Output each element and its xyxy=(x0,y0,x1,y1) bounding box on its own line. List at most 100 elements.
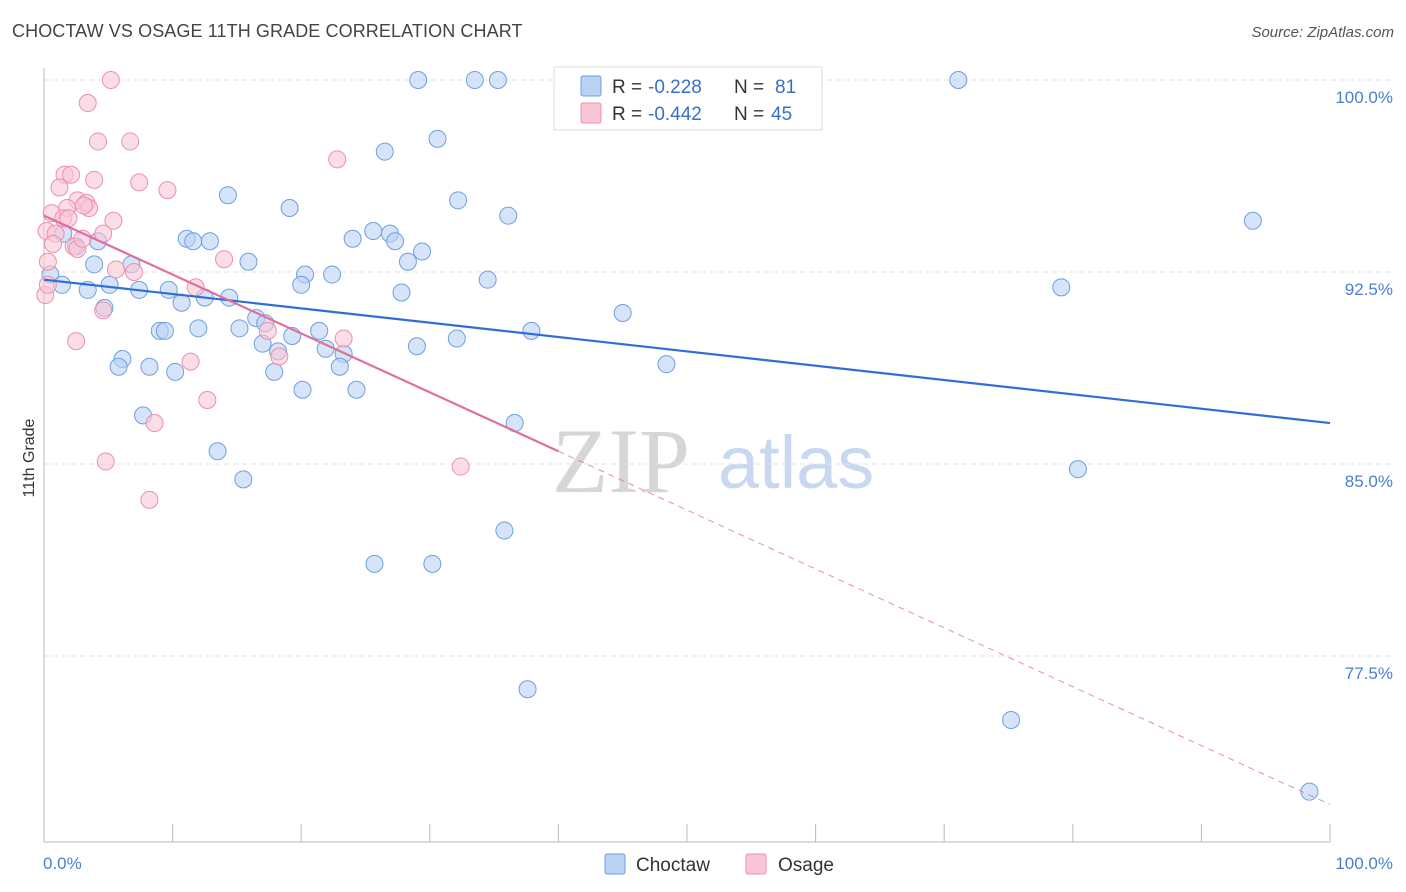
choctaw-point xyxy=(184,232,203,251)
osage-point xyxy=(44,234,63,253)
choctaw-point xyxy=(499,206,518,225)
chart-title: CHOCTAW VS OSAGE 11TH GRADE CORRELATION … xyxy=(12,21,523,41)
osage-point xyxy=(198,391,217,409)
bottom-legend-label-choctaw: Choctaw xyxy=(636,855,710,876)
choctaw-point xyxy=(293,380,312,399)
choctaw-point xyxy=(518,680,537,699)
osage-trend-line xyxy=(43,214,559,453)
x-tick-label-max: 100.0% xyxy=(1335,854,1393,873)
legend-n-value-choctaw: 81 xyxy=(775,77,796,98)
choctaw-point xyxy=(189,319,208,338)
legend-swatch-osage xyxy=(580,102,602,124)
y-tick-label: 77.5% xyxy=(1345,664,1393,683)
osage-point xyxy=(38,252,57,271)
y-tick-label: 100.0% xyxy=(1335,88,1393,107)
choctaw-point xyxy=(409,71,428,89)
choctaw-point xyxy=(239,252,258,271)
data-points xyxy=(36,71,1319,801)
choctaw-point xyxy=(265,362,284,381)
osage-point xyxy=(451,457,470,476)
choctaw-point xyxy=(386,232,405,251)
osage-point xyxy=(101,71,120,89)
choctaw-point xyxy=(200,232,219,251)
choctaw-trend-line xyxy=(43,278,1331,425)
choctaw-point xyxy=(100,275,119,294)
osage-point xyxy=(50,178,69,197)
gridlines xyxy=(44,79,1392,657)
choctaw-point xyxy=(280,199,299,217)
legend-n-label-osage: N = xyxy=(734,104,764,125)
choctaw-point xyxy=(159,280,178,299)
choctaw-point xyxy=(949,71,968,89)
choctaw-point xyxy=(140,357,159,376)
choctaw-point xyxy=(330,357,349,376)
osage-point xyxy=(145,414,164,433)
osage-point xyxy=(158,181,177,200)
choctaw-point xyxy=(488,71,507,89)
x-tick-label-min: 0.0% xyxy=(43,854,82,873)
choctaw-point xyxy=(478,270,497,289)
legend-r-label-choctaw: R = xyxy=(612,77,642,98)
osage-point xyxy=(94,301,113,320)
osage-point xyxy=(258,321,277,340)
choctaw-point xyxy=(230,319,249,338)
choctaw-point xyxy=(413,242,432,261)
osage-point xyxy=(140,490,159,509)
legend-r-value-choctaw: -0.228 xyxy=(648,77,702,98)
choctaw-point xyxy=(1052,278,1071,297)
osage-point xyxy=(215,250,234,269)
y-tick-label: 85.0% xyxy=(1345,472,1393,491)
osage-point xyxy=(62,165,81,184)
bottom-legend-swatch-choctaw xyxy=(604,853,626,875)
legend-r-value-osage: -0.442 xyxy=(648,104,702,125)
osage-point xyxy=(270,347,289,366)
bottom-legend-label-osage: Osage xyxy=(778,855,834,876)
bottom-legend-swatch-osage xyxy=(745,853,767,875)
choctaw-point xyxy=(657,355,676,374)
choctaw-point xyxy=(1002,711,1021,729)
choctaw-point xyxy=(398,252,417,271)
osage-point xyxy=(125,263,144,281)
choctaw-point xyxy=(1068,460,1087,479)
choctaw-point xyxy=(449,191,468,210)
osage-point xyxy=(121,132,140,151)
choctaw-point xyxy=(166,362,185,381)
choctaw-point xyxy=(495,521,514,540)
osage-point xyxy=(334,329,353,348)
choctaw-point xyxy=(109,357,128,376)
osage-point xyxy=(181,352,200,371)
osage-point xyxy=(107,260,126,279)
choctaw-point xyxy=(375,142,394,161)
osage-point xyxy=(38,275,57,294)
legend-n-value-osage: 45 xyxy=(771,104,792,125)
watermark-zip: ZIP xyxy=(552,410,690,512)
osage-point xyxy=(74,196,93,215)
y-tick-labels: 77.5% 85.0% 92.5% 100.0% xyxy=(1335,88,1393,683)
osage-point xyxy=(85,170,104,189)
choctaw-point xyxy=(407,337,426,356)
choctaw-point xyxy=(365,554,384,573)
osage-point xyxy=(78,94,97,113)
y-axis-title: 11th Grade xyxy=(21,418,38,497)
choctaw-point xyxy=(392,283,411,302)
osage-point xyxy=(67,332,86,351)
legend-n-label-choctaw: N = xyxy=(734,77,764,98)
choctaw-point xyxy=(1300,782,1319,801)
choctaw-point xyxy=(613,303,632,322)
legend-swatch-choctaw xyxy=(580,75,602,97)
source-credit: Source: ZipAtlas.com xyxy=(1251,24,1394,41)
choctaw-point xyxy=(347,380,366,399)
legend-r-label-osage: R = xyxy=(612,104,642,125)
osage-point xyxy=(89,132,108,151)
choctaw-point xyxy=(310,321,329,340)
choctaw-point xyxy=(343,229,362,248)
osage-point xyxy=(130,173,149,192)
choctaw-point xyxy=(428,129,447,148)
choctaw-point xyxy=(155,321,174,340)
osage-point xyxy=(104,211,123,230)
choctaw-point xyxy=(522,321,541,340)
series-legend: Choctaw Osage xyxy=(604,853,834,876)
trend-lines xyxy=(43,214,1331,805)
osage-trend-extension xyxy=(558,450,1331,805)
